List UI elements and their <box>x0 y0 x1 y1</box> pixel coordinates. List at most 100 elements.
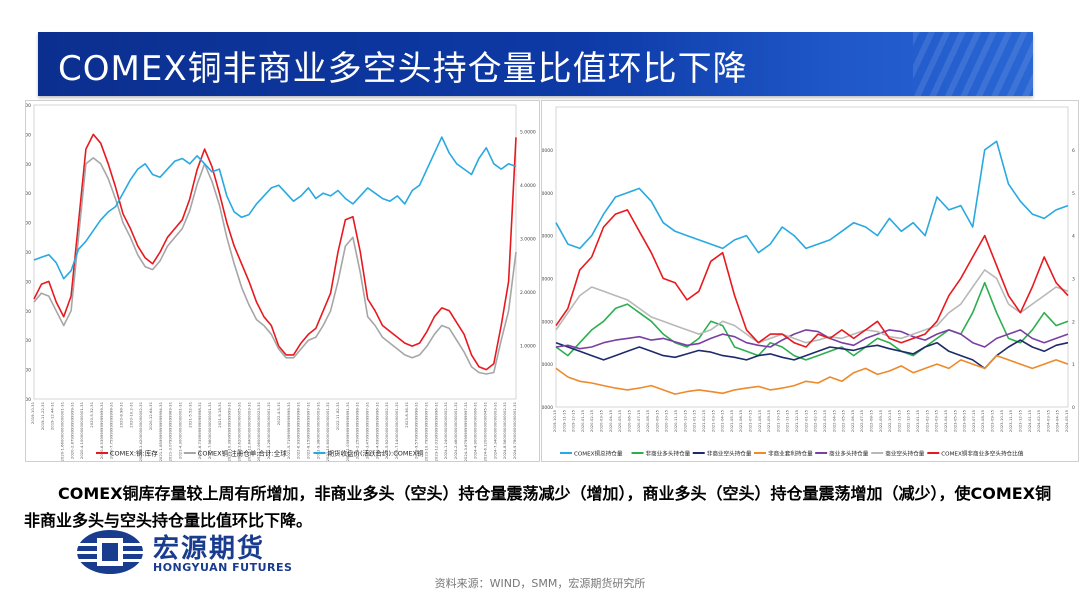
y-tick-left: 300000.0000 <box>542 148 553 154</box>
y-tick-left: 60000.0000 <box>26 221 31 227</box>
page-title: COMEX铜非商业多空头持仓量比值环比下降 <box>58 49 748 89</box>
x-tick: 2020-03-15 <box>599 409 604 432</box>
chart-left: 0.000010000.000020000.000030000.00004000… <box>1 103 536 462</box>
x-tick: 2020-2.879999999999999-31 <box>69 401 74 459</box>
x-tick: 2020-5.32-31 <box>89 401 94 427</box>
y-tick-left: 40000.0000 <box>26 279 31 285</box>
series-line <box>555 140 1069 254</box>
x-tick: 2022-10-15 <box>887 409 892 432</box>
x-tick: 2023-12.019999999999996-31 <box>433 401 438 461</box>
x-tick: 2022-06-15 <box>850 409 855 432</box>
x-tick: 2021-7.960000000000001-31 <box>207 401 212 459</box>
plot-frame <box>555 106 1069 408</box>
x-tick: 2023-2.259999999999998-31 <box>355 401 360 459</box>
x-tick: 2020-04-15 <box>608 409 613 432</box>
x-tick: 2020-06-15 <box>626 409 631 432</box>
legend-entry: 非商业多头持仓量 <box>646 450 691 458</box>
x-tick: 2020-4.100000000000001-31 <box>79 401 84 459</box>
y-tick-right: 4.0000 <box>520 183 536 189</box>
x-tick: 2024-03-15 <box>1045 409 1050 432</box>
x-tick: 2024-01-15 <box>1027 409 1032 432</box>
x-tick: 2021-09-15 <box>766 409 771 432</box>
y-tick-left: 0.0000 <box>542 405 553 411</box>
y-tick-left: 250000.0000 <box>542 191 553 197</box>
x-tick: 2021-11.620000000000005-31 <box>237 401 242 461</box>
legend-entry: 非商业空头持仓量 <box>707 450 752 458</box>
x-tick: 2021-3.0799999999999983-31 <box>168 401 173 461</box>
x-tick: 2021-03-15 <box>710 409 715 432</box>
legend-entry: 期货收盘价(活跃合约):COMEX铜 <box>327 449 424 458</box>
series-line <box>33 157 517 375</box>
x-tick: 2019-12.44-31 <box>50 401 55 430</box>
x-tick: 2023-05-15 <box>952 409 957 432</box>
logo-chinese: 宏源期货 <box>153 534 266 564</box>
x-tick: 2020-07-15 <box>636 409 641 432</box>
x-tick: 2020-12-15 <box>682 409 687 432</box>
x-tick: 2021-5.52-31 <box>187 401 192 427</box>
x-tick: 2022-11-15 <box>896 409 901 432</box>
x-tick: 2021-05-15 <box>729 409 734 432</box>
legend-entry: COMEX铜非商业多空头持仓比值 <box>941 450 1023 458</box>
legend-entry: COMEX铜:注册仓单:合计:全球 <box>198 449 287 458</box>
y-tick-left: 20000.0000 <box>26 338 31 344</box>
series-line <box>33 136 517 280</box>
y-tick-right: 1 <box>1072 362 1075 368</box>
x-tick: 2024-6.1200000000000045-31 <box>482 401 487 461</box>
x-tick: 2021-4.300000000000001-31 <box>178 401 183 459</box>
x-tick: 2020-8.98-31 <box>119 401 124 427</box>
y-tick-right: 2.0000 <box>520 290 536 296</box>
x-tick: 2019-11-15 <box>561 409 566 432</box>
y-tick-right: 2 <box>1072 319 1075 325</box>
x-tick: 2022-03-15 <box>822 409 827 432</box>
x-tick: 2023-5.920000000000002-31 <box>384 401 389 459</box>
y-tick-right: 5 <box>1072 191 1075 197</box>
x-tick: 2023-03-15 <box>934 409 939 432</box>
x-tick: 2023-8.36-31 <box>404 401 409 427</box>
plot-frame <box>33 104 517 400</box>
x-tick: 2023-4.699999999999996-31 <box>374 401 379 459</box>
x-tick: 2023-1.0399999999999991-31 <box>345 401 350 461</box>
y-tick-left: 150000.0000 <box>542 276 553 282</box>
y-tick-left: 90000.0000 <box>26 132 31 138</box>
x-tick: 2020-7.759999999999998-31 <box>109 401 114 459</box>
x-tick: 2020-11-15 <box>673 409 678 432</box>
x-tick: 2021-02-15 <box>701 409 706 432</box>
x-tick: 2021-08-15 <box>757 409 762 432</box>
x-tick: 2023-07-15 <box>971 409 976 432</box>
x-tick: 2021-01-15 <box>692 409 697 432</box>
x-tick: 2022-3.280000000000001-31 <box>266 401 271 459</box>
x-tick: 2019-11.22-31 <box>40 401 45 430</box>
x-tick: 2022-09-15 <box>878 409 883 432</box>
x-tick: 2022-6.939999999999998-31 <box>296 401 301 459</box>
x-tick: 2020-1.6600000000000001-31 <box>60 401 65 461</box>
x-tick: 2020-01-15 <box>580 409 585 432</box>
x-tick: 2020-09-15 <box>654 409 659 432</box>
x-tick: 2022-4.5-31 <box>276 401 281 425</box>
x-tick: 2023-11-15 <box>1008 409 1013 432</box>
x-tick: 2021-10.399999999999999-31 <box>227 401 232 461</box>
x-tick: 2024-3.6799999999999997-31 <box>463 401 468 461</box>
series-line <box>555 269 1069 344</box>
x-tick: 2020-12.64-31 <box>148 401 153 430</box>
x-tick: 2020-6.539999999999999-31 <box>99 401 104 459</box>
x-tick: 2024-7.340000000000003-31 <box>492 401 497 459</box>
x-tick: 2022-07-15 <box>859 409 864 432</box>
x-tick: 2022-02-15 <box>813 409 818 432</box>
series-line <box>555 281 1069 361</box>
y-tick-left: 70000.0000 <box>26 191 31 197</box>
x-tick: 2022-8.159999999999997-31 <box>305 401 310 459</box>
legend-entry: COMEX:铜:库存 <box>110 449 158 458</box>
x-tick: 2020-05-15 <box>617 409 622 432</box>
series-line <box>33 133 517 371</box>
x-tick: 2020-10-15 <box>664 409 669 432</box>
y-tick-left: 50000.0000 <box>26 250 31 256</box>
x-tick: 2023-10-15 <box>999 409 1004 432</box>
x-tick: 2021-9.18-31 <box>217 401 222 427</box>
x-tick: 2024-2.460000000000001-31 <box>453 401 458 459</box>
x-tick: 2024-1.240000000000002-31 <box>443 401 448 459</box>
x-tick: 2023-12-15 <box>1017 409 1022 432</box>
x-tick: 2024-02-15 <box>1036 409 1041 432</box>
x-tick: 2021-6.739999999999998-31 <box>197 401 202 459</box>
x-tick: 2022-11.82-31 <box>335 401 340 430</box>
series-line <box>555 209 1069 348</box>
